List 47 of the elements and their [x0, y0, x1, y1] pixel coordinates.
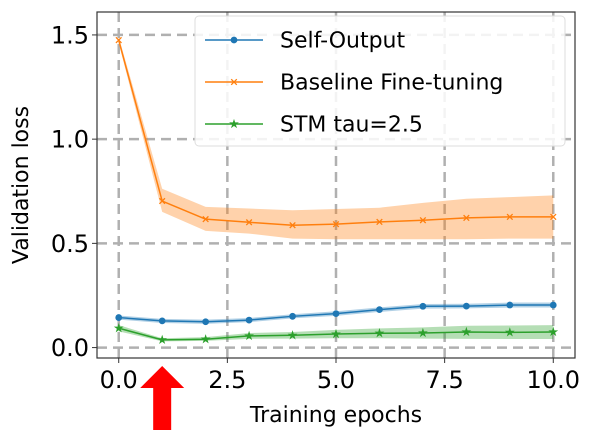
point — [462, 302, 470, 310]
point — [114, 324, 123, 332]
point — [420, 302, 426, 310]
point — [289, 312, 296, 320]
point — [376, 329, 384, 337]
point — [376, 218, 383, 226]
point — [158, 318, 166, 324]
y-tick-label: 0.0 — [50, 334, 89, 362]
legend-label: STM tau=2.5 — [280, 112, 423, 138]
point — [245, 332, 253, 340]
x-tick-label: 5.0 — [316, 366, 356, 394]
point — [549, 328, 558, 336]
y-axis-title: Validation loss — [9, 106, 34, 264]
point — [202, 216, 210, 223]
point — [462, 214, 470, 222]
point — [506, 328, 514, 336]
y-tick-label: 1.5 — [50, 21, 89, 50]
point — [246, 316, 252, 324]
point — [115, 314, 122, 321]
x-tick-label: 10.0 — [526, 366, 580, 394]
point — [332, 330, 340, 338]
point — [246, 218, 253, 226]
point — [462, 328, 470, 336]
legend-label: Self-Output — [280, 28, 406, 54]
point — [332, 220, 340, 228]
legend-label: Baseline Fine-tuning — [280, 70, 504, 96]
point — [419, 216, 426, 224]
point — [202, 335, 210, 343]
point — [289, 222, 296, 229]
x-tick-label: 0.0 — [100, 366, 138, 394]
point — [419, 328, 427, 336]
point — [506, 302, 514, 308]
point — [158, 198, 166, 204]
point — [288, 331, 296, 339]
x-axis-title: Training epochs — [248, 403, 422, 428]
point — [550, 213, 557, 220]
x-tick-label: 7.5 — [426, 366, 464, 394]
x-tick-label: 2.5 — [208, 366, 246, 394]
point — [332, 310, 340, 317]
point — [550, 302, 557, 308]
point — [158, 336, 166, 344]
y-tick-label: 0.5 — [50, 230, 89, 258]
y-tick-label: 1.0 — [50, 126, 89, 154]
point — [115, 36, 122, 44]
point — [506, 213, 514, 220]
point — [376, 306, 383, 314]
point — [202, 318, 210, 326]
